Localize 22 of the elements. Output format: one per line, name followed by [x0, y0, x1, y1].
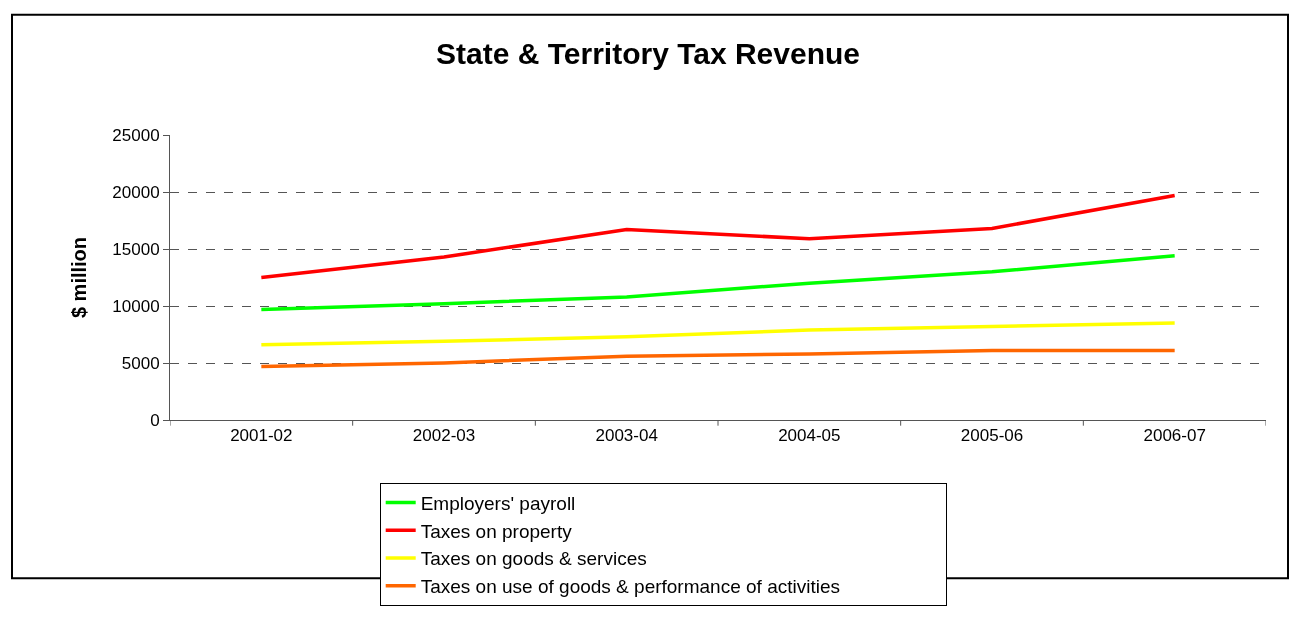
legend-label: Taxes on property	[420, 520, 573, 542]
y-tick-label: 25000	[112, 125, 160, 145]
line-series	[259, 348, 1177, 369]
legend-label: Taxes on goods & services	[420, 548, 647, 570]
x-tick-label: 2006-07	[1143, 426, 1206, 446]
x-tick-label: 2005-06	[960, 426, 1024, 446]
y-tick-label: 20000	[112, 182, 160, 202]
legend-label: Taxes on use of goods & performance of activities	[420, 576, 840, 598]
x-tick-label: 2002-03	[412, 426, 476, 446]
y-tick-label: 15000	[112, 239, 160, 259]
x-tick-label: 2001-02	[230, 426, 293, 446]
y-tick-label: 5000	[121, 353, 160, 373]
x-tick-label: 2003-04	[595, 426, 658, 446]
y-axis-title: $ million	[67, 236, 90, 319]
y-tick-label: 0	[150, 410, 160, 430]
line-series	[259, 321, 1177, 347]
x-tick-label: 2004-05	[778, 426, 841, 446]
line-series	[259, 254, 1177, 312]
y-tick-label: 10000	[112, 296, 160, 316]
line-series	[259, 193, 1177, 280]
chart-title: State & Territory Tax Revenue	[435, 37, 861, 71]
legend-label: Employers' payroll	[420, 492, 576, 514]
